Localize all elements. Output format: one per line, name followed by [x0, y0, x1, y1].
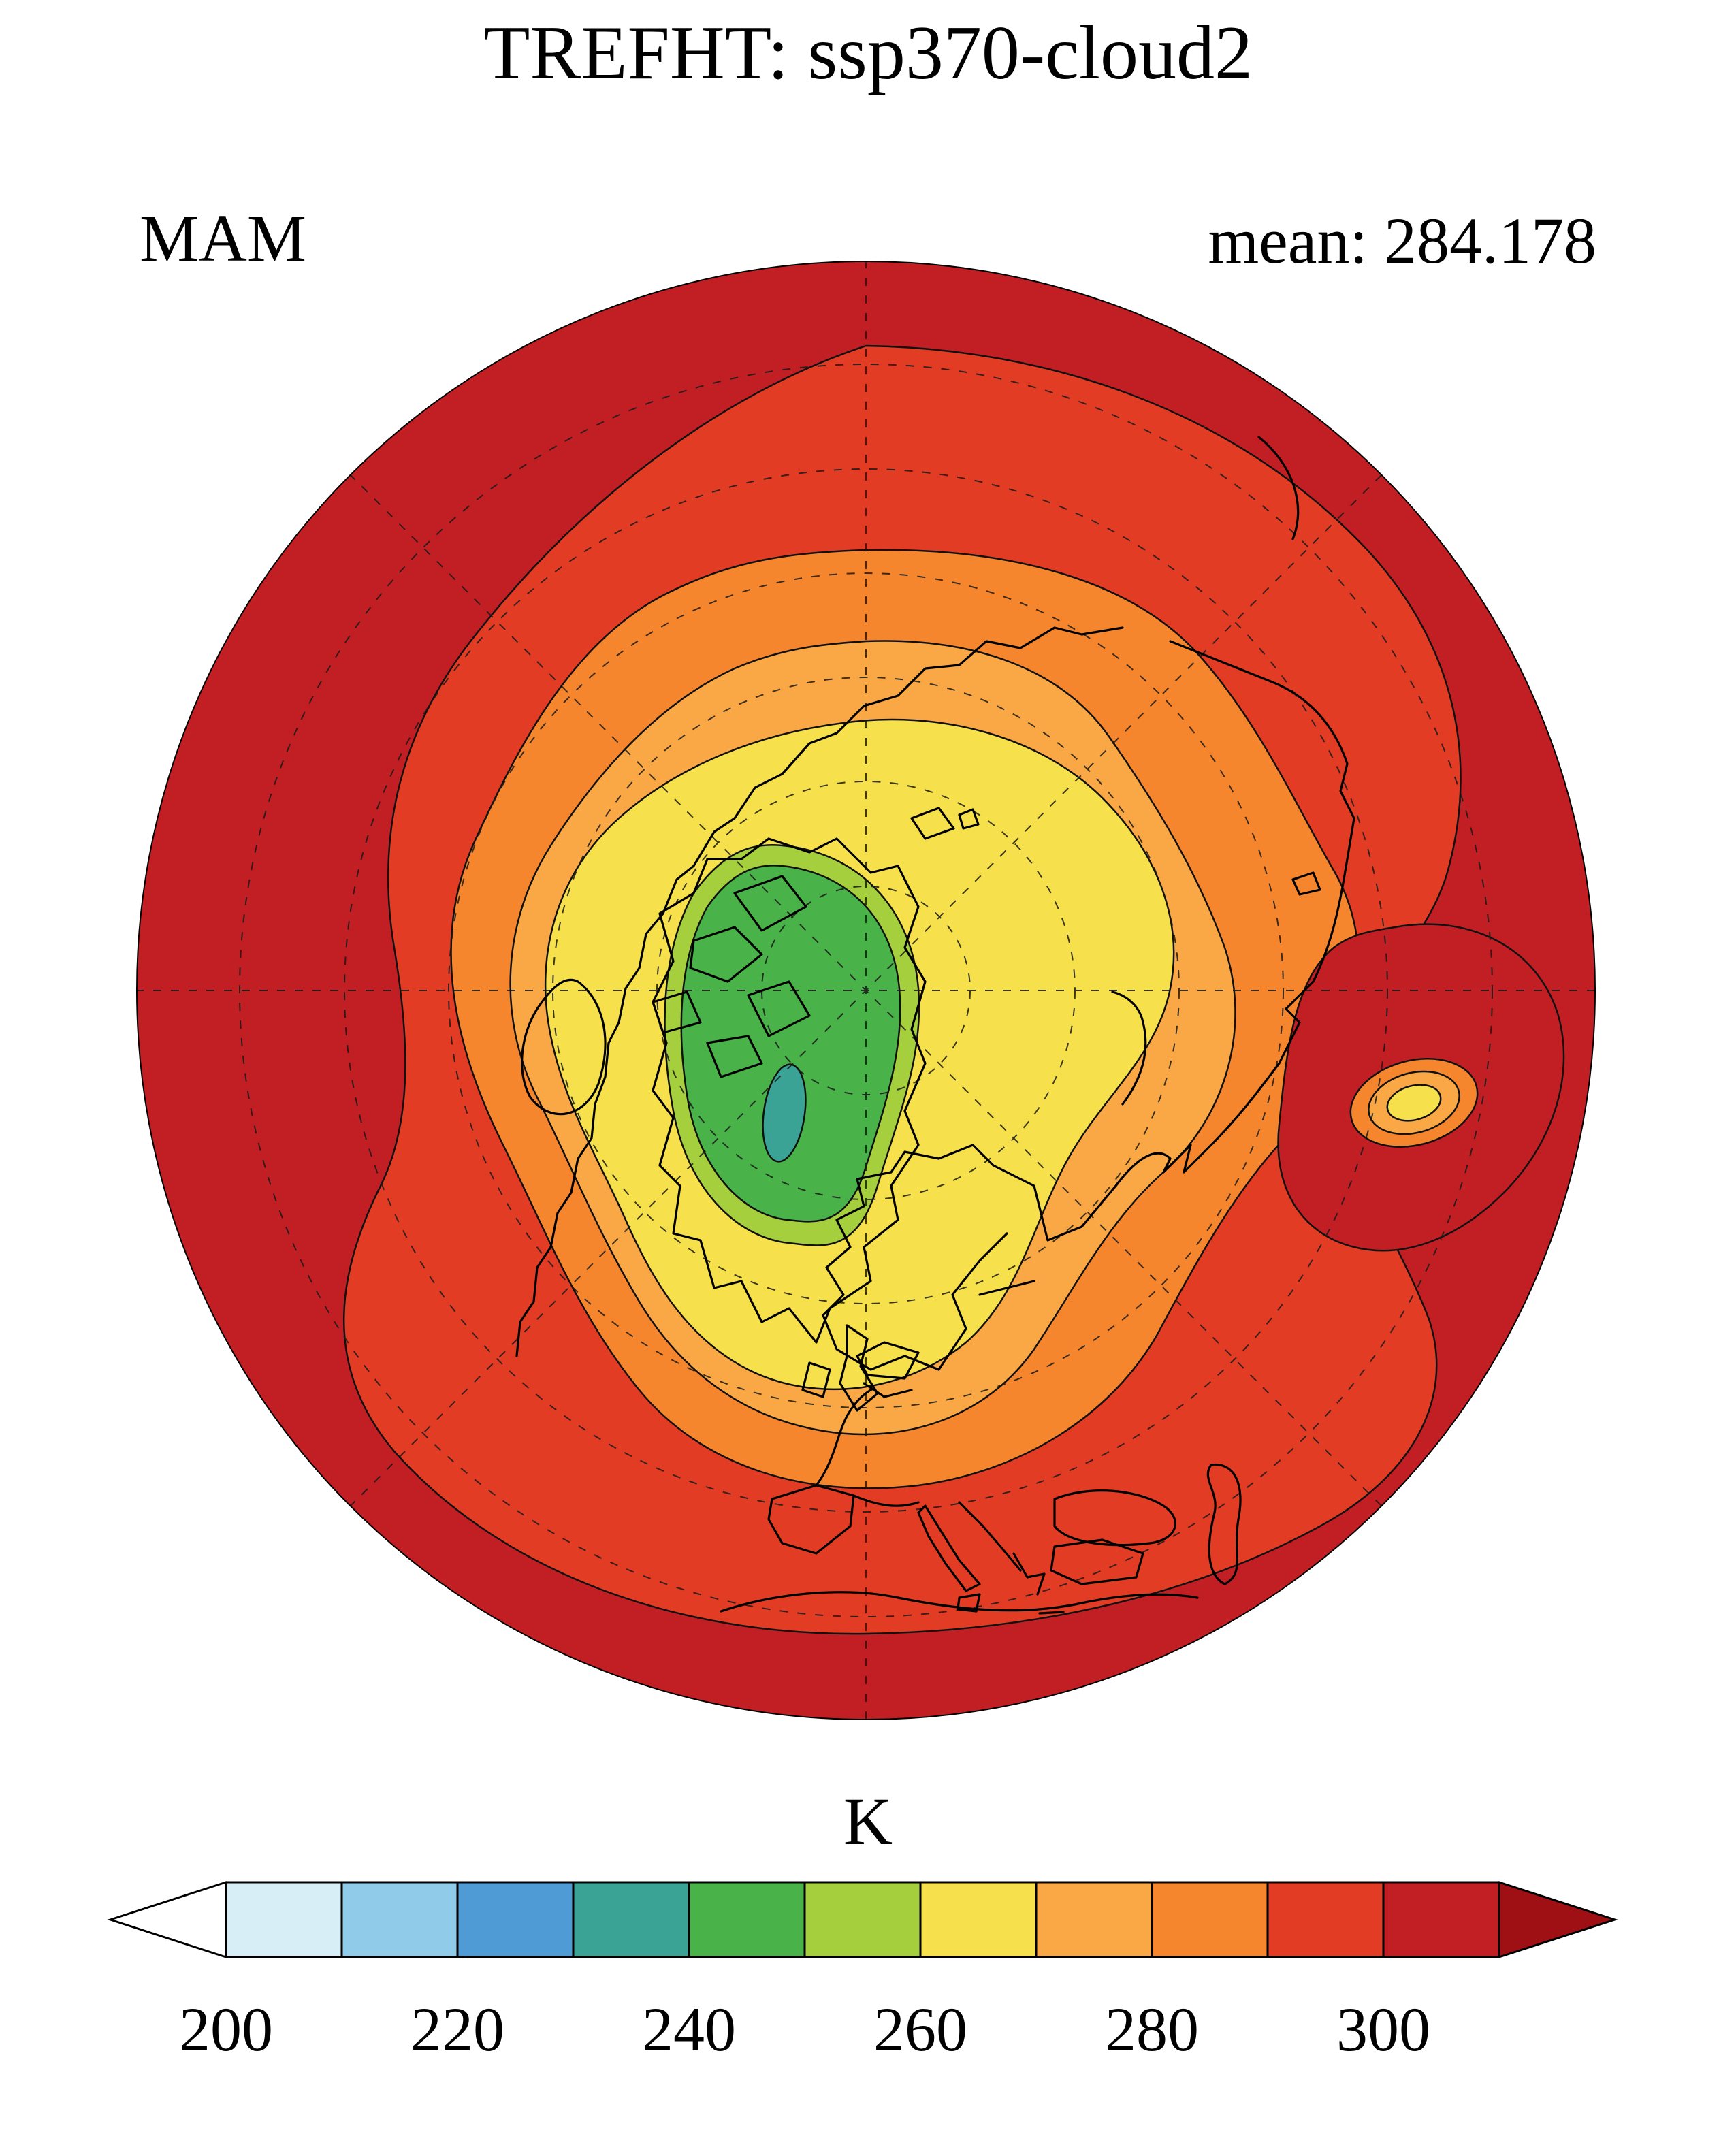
- colorbar-segment: [1382, 1881, 1500, 1958]
- coastlines: [277, 422, 1355, 1615]
- coastline-iberia: [767, 1484, 855, 1555]
- colorbar-segment: [340, 1881, 459, 1958]
- colorbar-segment: [803, 1881, 922, 1958]
- colorbar-units-label: K: [843, 1784, 893, 1859]
- page-title: TREFHT: ssp370-cloud2: [483, 11, 1253, 95]
- colorbar-tick-300: 300: [1336, 1995, 1430, 2064]
- season-label: MAM: [140, 202, 307, 276]
- colorbar-segment: [688, 1881, 806, 1958]
- colorbar-segment: [456, 1881, 575, 1958]
- tibet-spot-260-270: [1386, 1084, 1442, 1122]
- coastline-alaska-canada: [515, 626, 1124, 1357]
- mean-value-label: mean: 284.178: [1208, 204, 1596, 277]
- colorbar-segment: [919, 1881, 1038, 1958]
- map-boundary: [136, 261, 1596, 1720]
- colorbar-segment: [1266, 1881, 1385, 1958]
- coastline-new-siberian-islands: [1291, 871, 1321, 896]
- latitude-circle: [448, 572, 1284, 1408]
- latitude-circle: [552, 677, 1180, 1304]
- coastline-greenland: [652, 837, 927, 1344]
- coastline-black-sea: [1053, 1489, 1176, 1547]
- coastline-arctic-islands: [856, 807, 980, 1380]
- colorbar-segment: [1151, 1881, 1269, 1958]
- coastline-caspian-sea: [1206, 1463, 1242, 1585]
- colorbar-tick-200: 200: [179, 1995, 273, 2064]
- colorbar-segment: [572, 1881, 690, 1958]
- colorbar-tick-260: 260: [873, 1995, 967, 2064]
- coastline-britain-ireland: [801, 1324, 879, 1412]
- latitude-circle: [344, 468, 1388, 1513]
- colorbar-segment: [1035, 1881, 1153, 1958]
- coastline-novaya-zemlya: [1111, 990, 1147, 1106]
- colorbar-tick-280: 280: [1105, 1995, 1199, 2064]
- colorbar-segment: [225, 1881, 343, 1958]
- colorbar: [107, 1880, 1618, 1959]
- coastline-north-africa: [720, 1591, 1199, 1613]
- colorbar-over-arrow: [1498, 1880, 1618, 1959]
- graticule: [137, 261, 1595, 1720]
- coastline-russian-arctic: [1114, 640, 1355, 1187]
- coastline-scandinavia: [822, 1144, 1117, 1398]
- coastline-canadian-archipelago: [652, 875, 811, 1078]
- colorbar-tick-220: 220: [411, 1995, 504, 2064]
- latitude-circle: [239, 364, 1493, 1617]
- coastline-mediterranean: [852, 1494, 1144, 1615]
- colorbar-under-arrow: [107, 1880, 227, 1959]
- band-240-250: [680, 865, 901, 1223]
- coastline-west-europe: [815, 1387, 875, 1487]
- coastline-hudson-bay: [521, 978, 607, 1116]
- colorbar-tick-240: 240: [642, 1995, 736, 2064]
- meridian-line: [349, 473, 1383, 1508]
- polar-map: [136, 261, 1596, 1720]
